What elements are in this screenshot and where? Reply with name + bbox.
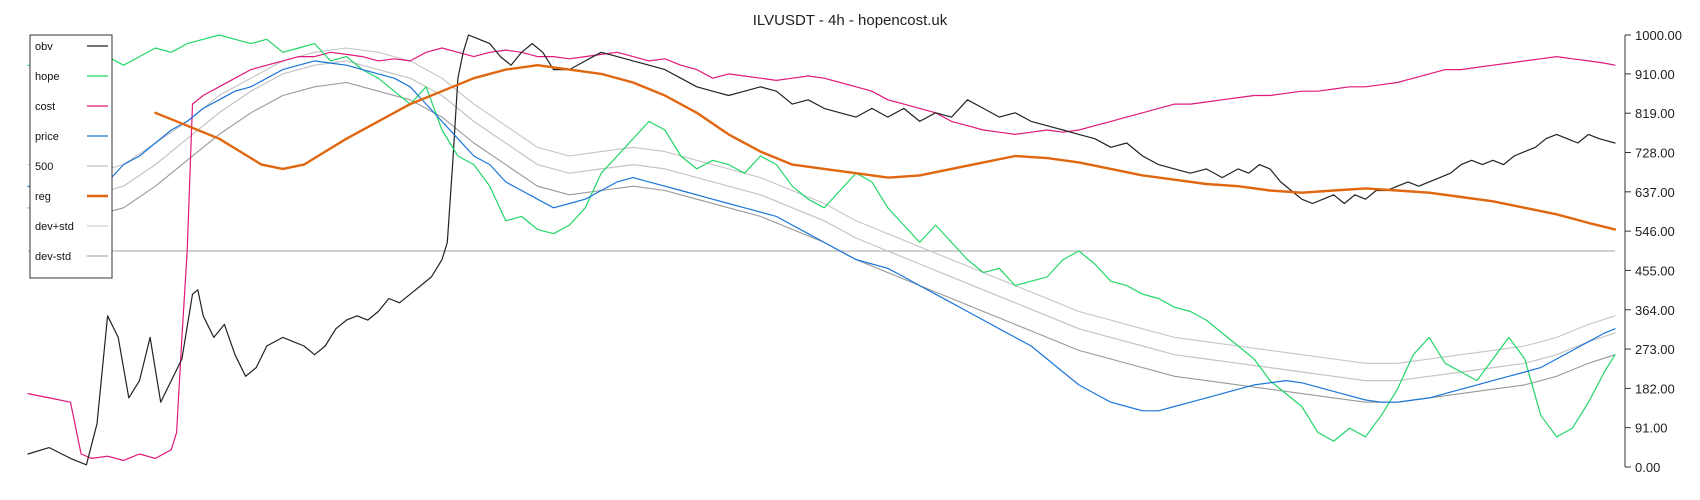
legend: obv hope cost price 500 reg dev+std dev-std [29,34,113,279]
series-line-500 [27,60,1616,382]
legend-label: hope [35,71,59,83]
y-tick-label: 182.00 [1635,381,1675,396]
y-tick-label: 1000.00 [1635,28,1682,43]
legend-label: obv [35,41,53,53]
legend-label: dev-std [35,251,71,263]
y-tick-label: 546.00 [1635,224,1675,239]
series-line-hope [27,34,1616,442]
y-tick-label: 91.00 [1635,421,1668,436]
legend-label: dev+std [35,221,74,233]
chart-title: ILVUSDT - 4h - hopencost.uk [753,12,948,29]
y-tick-label: 455.00 [1635,263,1675,278]
legend-label: price [35,131,59,143]
y-tick-label: 637.00 [1635,185,1675,200]
y-tick-label: 819.00 [1635,106,1675,121]
series-line-cost [27,47,1616,462]
series-line-price [27,60,1616,412]
y-tick-label: 364.00 [1635,303,1675,318]
series-line-dev-std [27,47,1616,364]
y-tick-label: 273.00 [1635,342,1675,357]
series-line-dev-std [27,81,1616,403]
legend-label: cost [35,101,55,113]
y-tick-label: 0.00 [1635,460,1660,475]
y-tick-label: 910.00 [1635,67,1675,82]
y-tick-label: 728.00 [1635,146,1675,161]
legend-label: reg [35,191,51,203]
series-line-obv [27,34,1616,466]
series-line-reg [154,64,1617,231]
legend-label: 500 [35,161,53,173]
y-axis: 1000.00 910.00 819.00 728.00 637.00 546.00 455… [1624,28,1682,475]
series-layer [27,34,1617,466]
